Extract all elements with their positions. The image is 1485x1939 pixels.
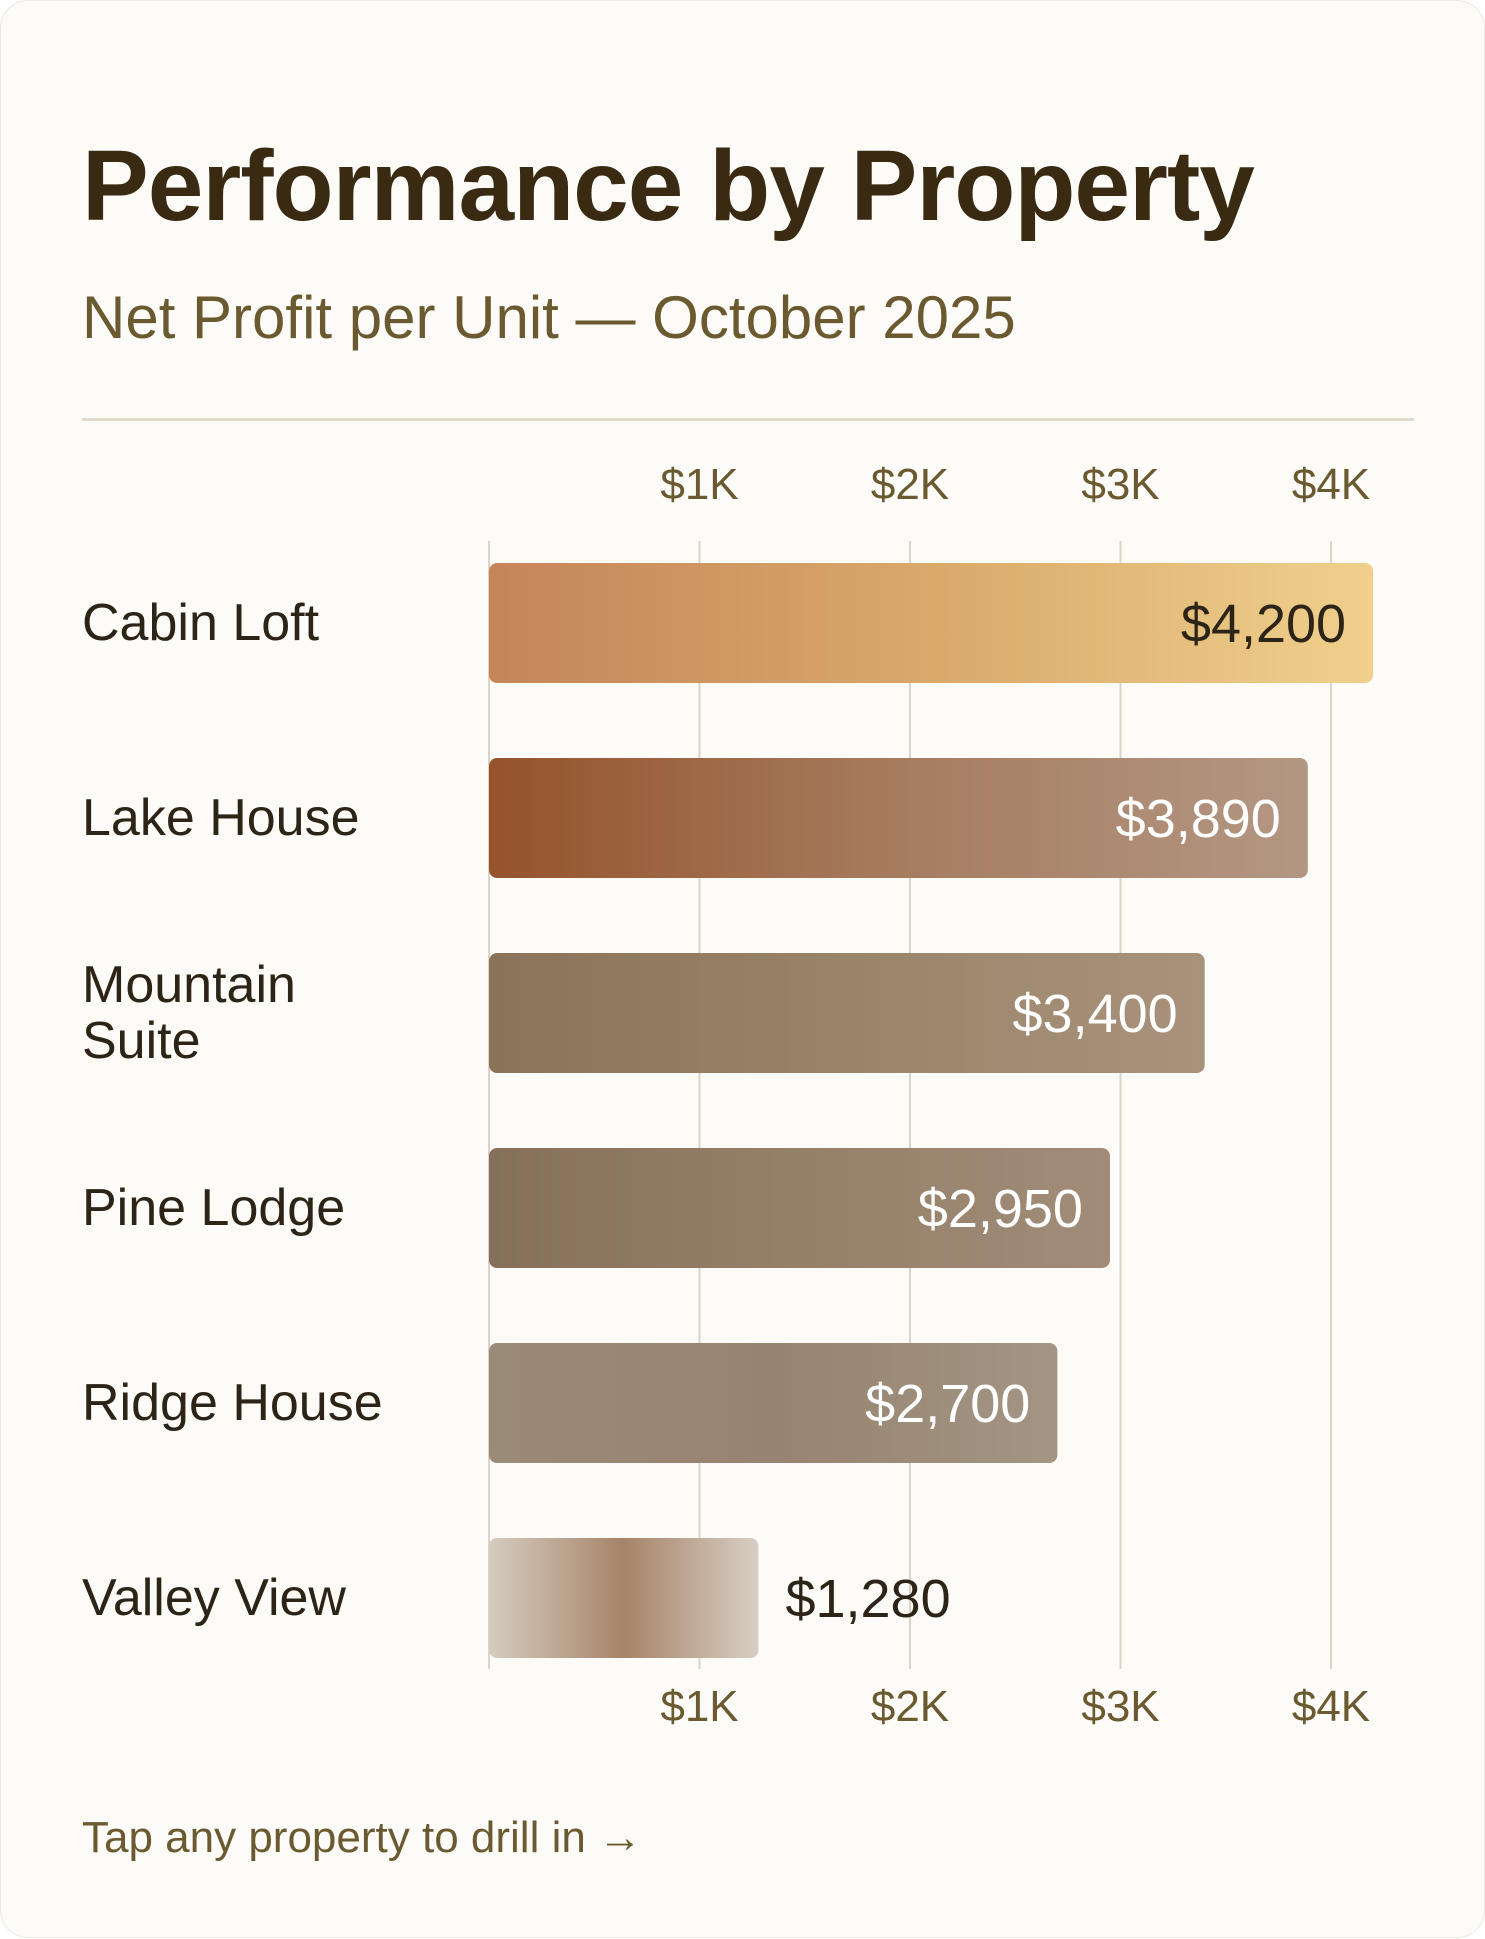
value-label: $2,700 (865, 1374, 1030, 1434)
x-tick-label-top: $1K (660, 460, 738, 509)
bar[interactable] (489, 563, 1374, 683)
bar[interactable] (489, 758, 1308, 878)
value-label: $2,950 (918, 1179, 1083, 1239)
drill-in-hint[interactable]: Tap any property to drill in → (82, 1813, 643, 1862)
value-label: $3,890 (1116, 789, 1281, 849)
category-label: Lake House (82, 789, 360, 847)
category-label: Mountain (82, 956, 296, 1014)
category-label: Pine Lodge (82, 1179, 345, 1237)
value-label: $3,400 (1013, 984, 1178, 1044)
chart-subtitle: Net Profit per Unit — October 2025 (82, 284, 1016, 351)
x-tick-label-top: $3K (1081, 460, 1159, 509)
chart-title: Performance by Property (82, 130, 1255, 242)
x-tick-label-top: $2K (871, 460, 949, 509)
x-tick-label-top: $4K (1292, 460, 1370, 509)
category-label: Ridge House (82, 1374, 383, 1432)
category-label: Valley View (82, 1569, 346, 1627)
x-tick-label-bottom: $2K (871, 1682, 949, 1731)
category-label: Cabin Loft (82, 594, 320, 652)
divider (82, 418, 1414, 421)
bar[interactable] (489, 1343, 1058, 1463)
bar[interactable] (489, 1148, 1110, 1268)
x-tick-label-bottom: $3K (1081, 1682, 1159, 1731)
x-tick-label-bottom: $4K (1292, 1682, 1370, 1731)
value-label: $4,200 (1181, 594, 1346, 654)
value-label: $1,280 (785, 1569, 950, 1629)
x-tick-label-bottom: $1K (660, 1682, 738, 1731)
bar[interactable] (489, 953, 1205, 1073)
bar[interactable] (489, 1538, 759, 1658)
category-label: Suite (82, 1012, 201, 1070)
